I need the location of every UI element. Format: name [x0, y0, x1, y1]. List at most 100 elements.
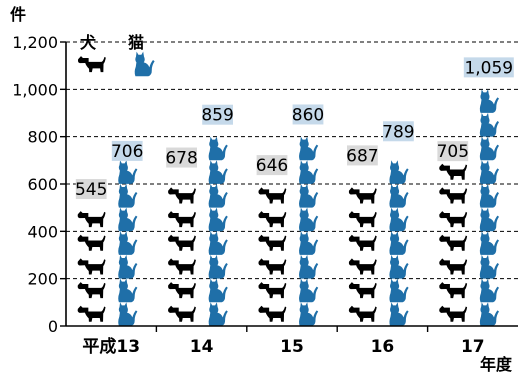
data-label-background: [256, 155, 288, 176]
data-label-text: 859: [201, 106, 233, 126]
dog-icon: [168, 187, 196, 204]
cat-icon: [118, 254, 138, 279]
cat-icon: [299, 183, 319, 208]
dog-icon: [348, 282, 377, 299]
dog-icon: [439, 282, 468, 299]
cat-icon: [479, 112, 499, 137]
dog-icon: [348, 234, 377, 251]
cat-icon: [208, 136, 228, 161]
y-tick-label: 1,000: [12, 80, 58, 99]
dog-icon: [348, 211, 377, 228]
cat-icon: [118, 278, 138, 303]
cat-icon: [208, 302, 228, 326]
y-tick-label: 0: [48, 317, 58, 336]
cat-icon: [118, 231, 138, 255]
cat-icon: [299, 136, 319, 161]
x-tick-label: 平成13: [82, 336, 140, 357]
cat-data-label: 789: [382, 121, 415, 142]
cat-icon: [208, 160, 228, 184]
cat-icon: [479, 278, 499, 303]
data-label-text: 860: [292, 105, 324, 125]
cat-bar: [208, 122, 228, 326]
legend: 犬 猫: [77, 33, 155, 77]
cat-icon: [389, 278, 409, 303]
cat-bar: [479, 75, 499, 326]
cat-icon: [299, 207, 319, 232]
y-tick-label: 800: [27, 128, 58, 147]
cat-icon: [208, 254, 228, 279]
cat-icon: [389, 183, 409, 208]
dog-icon: [168, 211, 196, 228]
x-tick-label: 14: [190, 337, 214, 357]
x-tick-label: 15: [280, 337, 304, 357]
cat-data-label: 1,059: [463, 57, 514, 78]
data-label-background: [292, 104, 324, 125]
cat-data-label: 859: [201, 104, 234, 126]
y-tick-label: 200: [27, 270, 58, 289]
data-label-text: 678: [165, 149, 197, 169]
cat-icon: [208, 231, 228, 255]
dog-icon: [77, 282, 106, 299]
data-label-background: [463, 57, 514, 78]
gridlines: [66, 41, 518, 280]
dog-bar: [439, 163, 468, 322]
x-tick-label: 17: [461, 337, 485, 357]
dog-icon: [77, 234, 106, 251]
dog-icon: [348, 187, 377, 204]
cat-icon: [479, 136, 499, 161]
dog-icon: [168, 258, 196, 275]
dog-icon: [168, 234, 196, 251]
cat-icon: [118, 207, 138, 232]
legend-label-cat: 猫: [128, 33, 144, 52]
data-label-background: [111, 140, 143, 161]
dog-icon: [77, 211, 106, 228]
legend-dog-icon: [77, 56, 106, 73]
dog-data-label: 545: [75, 179, 107, 200]
dog-icon: [168, 305, 196, 322]
dog-icon: [77, 305, 106, 322]
dog-icon: [439, 163, 468, 180]
dog-icon: [258, 305, 287, 322]
cat-icon: [299, 302, 319, 326]
data-label-background: [347, 145, 378, 166]
cat-icon: [389, 160, 409, 184]
cat-icon: [479, 183, 499, 208]
dog-icon: [439, 305, 468, 322]
cat-icon: [208, 207, 228, 232]
dog-icon: [348, 258, 377, 275]
x-unit-label: 年度: [480, 355, 513, 374]
dog-icon: [439, 187, 468, 204]
data-label-background: [202, 104, 233, 125]
dog-icon: [439, 211, 468, 228]
cat-icon: [208, 278, 228, 303]
cat-bar: [118, 158, 138, 326]
data-label-text: 687: [346, 146, 378, 166]
y-tick-label: 1,200: [12, 33, 58, 52]
cat-icon: [389, 207, 409, 232]
cat-icon: [299, 254, 319, 279]
dog-data-label: 646: [256, 155, 288, 176]
cat-icon: [479, 89, 499, 113]
data-label-text: 646: [256, 156, 288, 176]
data-label-text: 545: [75, 180, 107, 200]
x-axis: 平成13 14 15 16 17: [82, 326, 485, 357]
dog-icon: [77, 258, 106, 275]
data-label-background: [166, 147, 197, 168]
cat-icon: [479, 207, 499, 232]
cat-icon: [118, 302, 138, 326]
cat-icon: [479, 160, 499, 184]
data-label-background: [437, 141, 469, 162]
dog-icon: [258, 234, 287, 251]
cat-icon: [299, 278, 319, 303]
cat-icon: [479, 231, 499, 255]
data-label-text: 706: [111, 142, 143, 162]
dog-icon: [258, 258, 287, 275]
cat-bar: [299, 122, 319, 326]
cat-data-label: 860: [292, 104, 324, 125]
cat-icon: [479, 254, 499, 279]
dog-icon: [258, 211, 287, 228]
legend-label-dog: 犬: [80, 33, 97, 52]
cat-icon: [389, 254, 409, 279]
dog-bar: [258, 173, 287, 322]
